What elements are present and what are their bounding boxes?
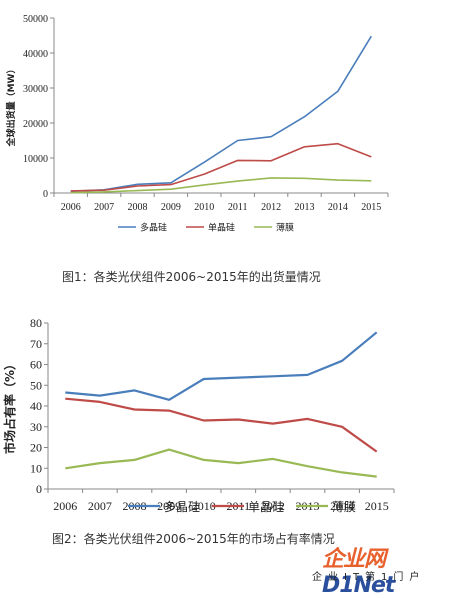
x-tick-label: 2012 (261, 499, 285, 513)
series-line-1 (65, 331, 378, 401)
x-tick-label: 2015 (361, 202, 381, 213)
series-line-1 (70, 35, 372, 193)
y-tick-label: 50 (30, 378, 42, 392)
y-tick-label: 10 (30, 461, 42, 475)
watermark-text-a: 企业网 (322, 547, 386, 572)
y-tick-label: 40 (30, 399, 42, 413)
y-tick-label: 0 (36, 482, 42, 496)
y-axis-title: 全球出货量（MW） (5, 65, 17, 148)
x-tick-label: 2011 (228, 202, 248, 213)
y-tick-label: 40000 (23, 49, 48, 60)
y-axis-title: 市场占有率（%） (2, 358, 17, 454)
legend-label-2: 单晶硅 (248, 500, 284, 514)
x-tick-label: 2012 (261, 202, 281, 213)
charts-canvas: 0 10000 20000 30000 40000 50000 2006 2007 2008 20… (2, 14, 395, 514)
x-tick-label: 2009 (157, 499, 181, 513)
chart-shipments: 0 10000 20000 30000 40000 50000 2006 2007 2008 20… (5, 14, 389, 234)
series-line-3 (70, 177, 372, 194)
y-tick-label: 20 (30, 441, 42, 455)
x-tick-label: 2009 (161, 202, 181, 213)
x-tick-label: 2010 (194, 202, 214, 213)
figure1-caption: 图1：各类光伏组件2006~2015年的出货量情况 (62, 270, 321, 284)
y-tick-label: 10000 (23, 154, 48, 165)
x-tick-label: 2014 (330, 499, 354, 513)
legend-label-2: 单晶硅 (208, 222, 235, 234)
x-tick-label: 2006 (61, 202, 81, 213)
y-tick-label: 80 (30, 316, 42, 330)
x-tick-label: 2015 (365, 499, 389, 513)
y-tick-label: 60 (30, 358, 42, 372)
x-tick-label: 2008 (128, 202, 148, 213)
x-tick-label: 2014 (328, 202, 348, 213)
y-tick-label: 30 (30, 420, 42, 434)
legend-label-1: 多晶硅 (164, 500, 200, 514)
x-tick-label: 2007 (94, 202, 114, 213)
x-tick-label: 2013 (295, 202, 315, 213)
series-line-2 (65, 397, 378, 453)
y-tick-label: 0 (43, 189, 48, 200)
x-tick-label: 2006 (53, 499, 77, 513)
figure2-caption: 图2：各类光伏组件2006~2015年的市场占有率情况 (52, 532, 335, 546)
series-line-2 (70, 142, 372, 192)
legend-label-3: 薄膜 (332, 499, 356, 514)
legend-label-1: 多晶硅 (140, 222, 167, 234)
y-tick-label: 30000 (23, 84, 48, 95)
y-tick-label: 70 (30, 337, 42, 351)
x-tick-label: 2007 (88, 499, 112, 513)
series-line-3 (65, 448, 377, 478)
legend-label-3: 薄膜 (276, 222, 294, 234)
watermark-tagline: 企业IT第1门户 (312, 572, 426, 583)
x-tick-label: 2010 (192, 499, 216, 513)
y-tick-label: 50000 (23, 14, 48, 25)
y-tick-label: 20000 (23, 119, 48, 130)
